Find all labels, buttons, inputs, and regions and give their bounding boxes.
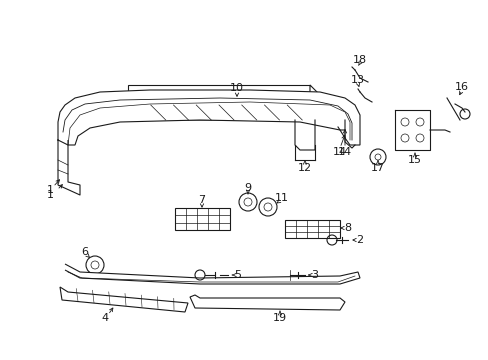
Text: 8: 8 xyxy=(344,223,351,233)
Text: 16: 16 xyxy=(454,82,468,92)
Text: 6: 6 xyxy=(81,247,88,257)
Text: 9: 9 xyxy=(244,183,251,193)
Polygon shape xyxy=(65,264,359,284)
Text: 4: 4 xyxy=(101,313,108,323)
Text: 10: 10 xyxy=(229,83,244,93)
Text: 1: 1 xyxy=(46,185,53,195)
Text: 13: 13 xyxy=(350,75,364,85)
Text: 18: 18 xyxy=(352,55,366,65)
Text: 14: 14 xyxy=(337,147,351,157)
Text: 3: 3 xyxy=(311,270,318,280)
Bar xyxy=(285,220,339,238)
Text: 11: 11 xyxy=(274,193,288,203)
Polygon shape xyxy=(128,85,309,105)
Polygon shape xyxy=(58,90,359,145)
Bar xyxy=(175,208,229,230)
Polygon shape xyxy=(309,85,325,120)
Text: 12: 12 xyxy=(297,163,311,173)
Polygon shape xyxy=(190,295,345,310)
Polygon shape xyxy=(60,287,187,312)
Text: 14: 14 xyxy=(332,147,346,157)
Text: 17: 17 xyxy=(370,163,384,173)
Text: 19: 19 xyxy=(272,313,286,323)
Text: 2: 2 xyxy=(356,235,363,245)
Polygon shape xyxy=(128,105,325,120)
Text: 15: 15 xyxy=(407,155,421,165)
Text: 7: 7 xyxy=(198,195,205,205)
Text: 1: 1 xyxy=(46,190,53,200)
Text: 5: 5 xyxy=(234,270,241,280)
